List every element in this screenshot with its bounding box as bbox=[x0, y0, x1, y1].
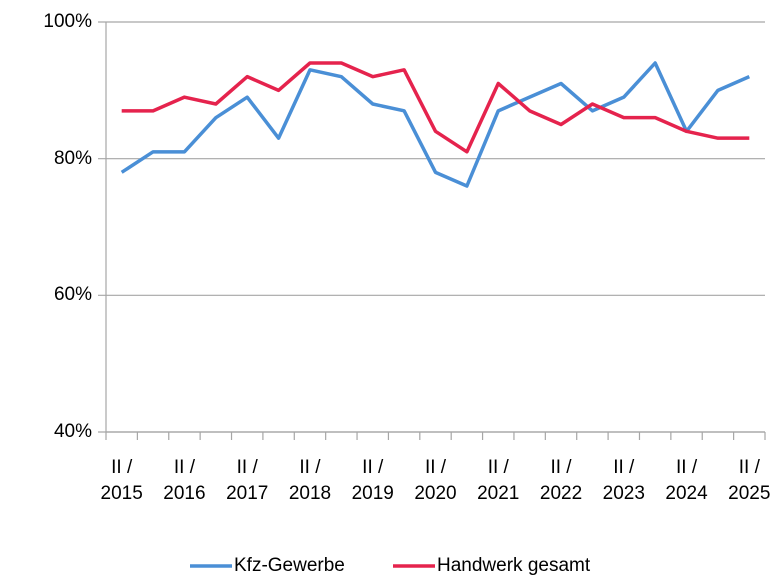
x-tick-label: II / 2023 bbox=[602, 457, 645, 504]
x-tick-label: II / 2017 bbox=[226, 457, 269, 504]
x-tick-label: II / 2024 bbox=[665, 457, 708, 504]
y-tick-label: 40% bbox=[53, 421, 92, 442]
x-tick-label: II / 2019 bbox=[351, 457, 394, 504]
y-tick-label: 60% bbox=[53, 284, 92, 306]
x-tick-label: II / 2020 bbox=[414, 457, 457, 504]
series-line bbox=[120, 61, 751, 188]
legend-label: Kfz-Gewerbe bbox=[234, 555, 345, 576]
x-tick-label: II / 2016 bbox=[163, 457, 206, 504]
y-tick-label: 100% bbox=[43, 11, 92, 32]
x-tick-label: II / 2018 bbox=[288, 457, 332, 504]
legend-label: Handwerk gesamt bbox=[437, 555, 591, 576]
series-line bbox=[121, 61, 750, 154]
x-tick-label: II / 2015 bbox=[100, 457, 143, 504]
x-tick-label: II / 2022 bbox=[539, 457, 583, 504]
y-tick-label: 80% bbox=[53, 147, 92, 169]
x-tick-label: II / 2021 bbox=[477, 457, 520, 504]
x-tick-label: II / 2025 bbox=[728, 457, 771, 504]
